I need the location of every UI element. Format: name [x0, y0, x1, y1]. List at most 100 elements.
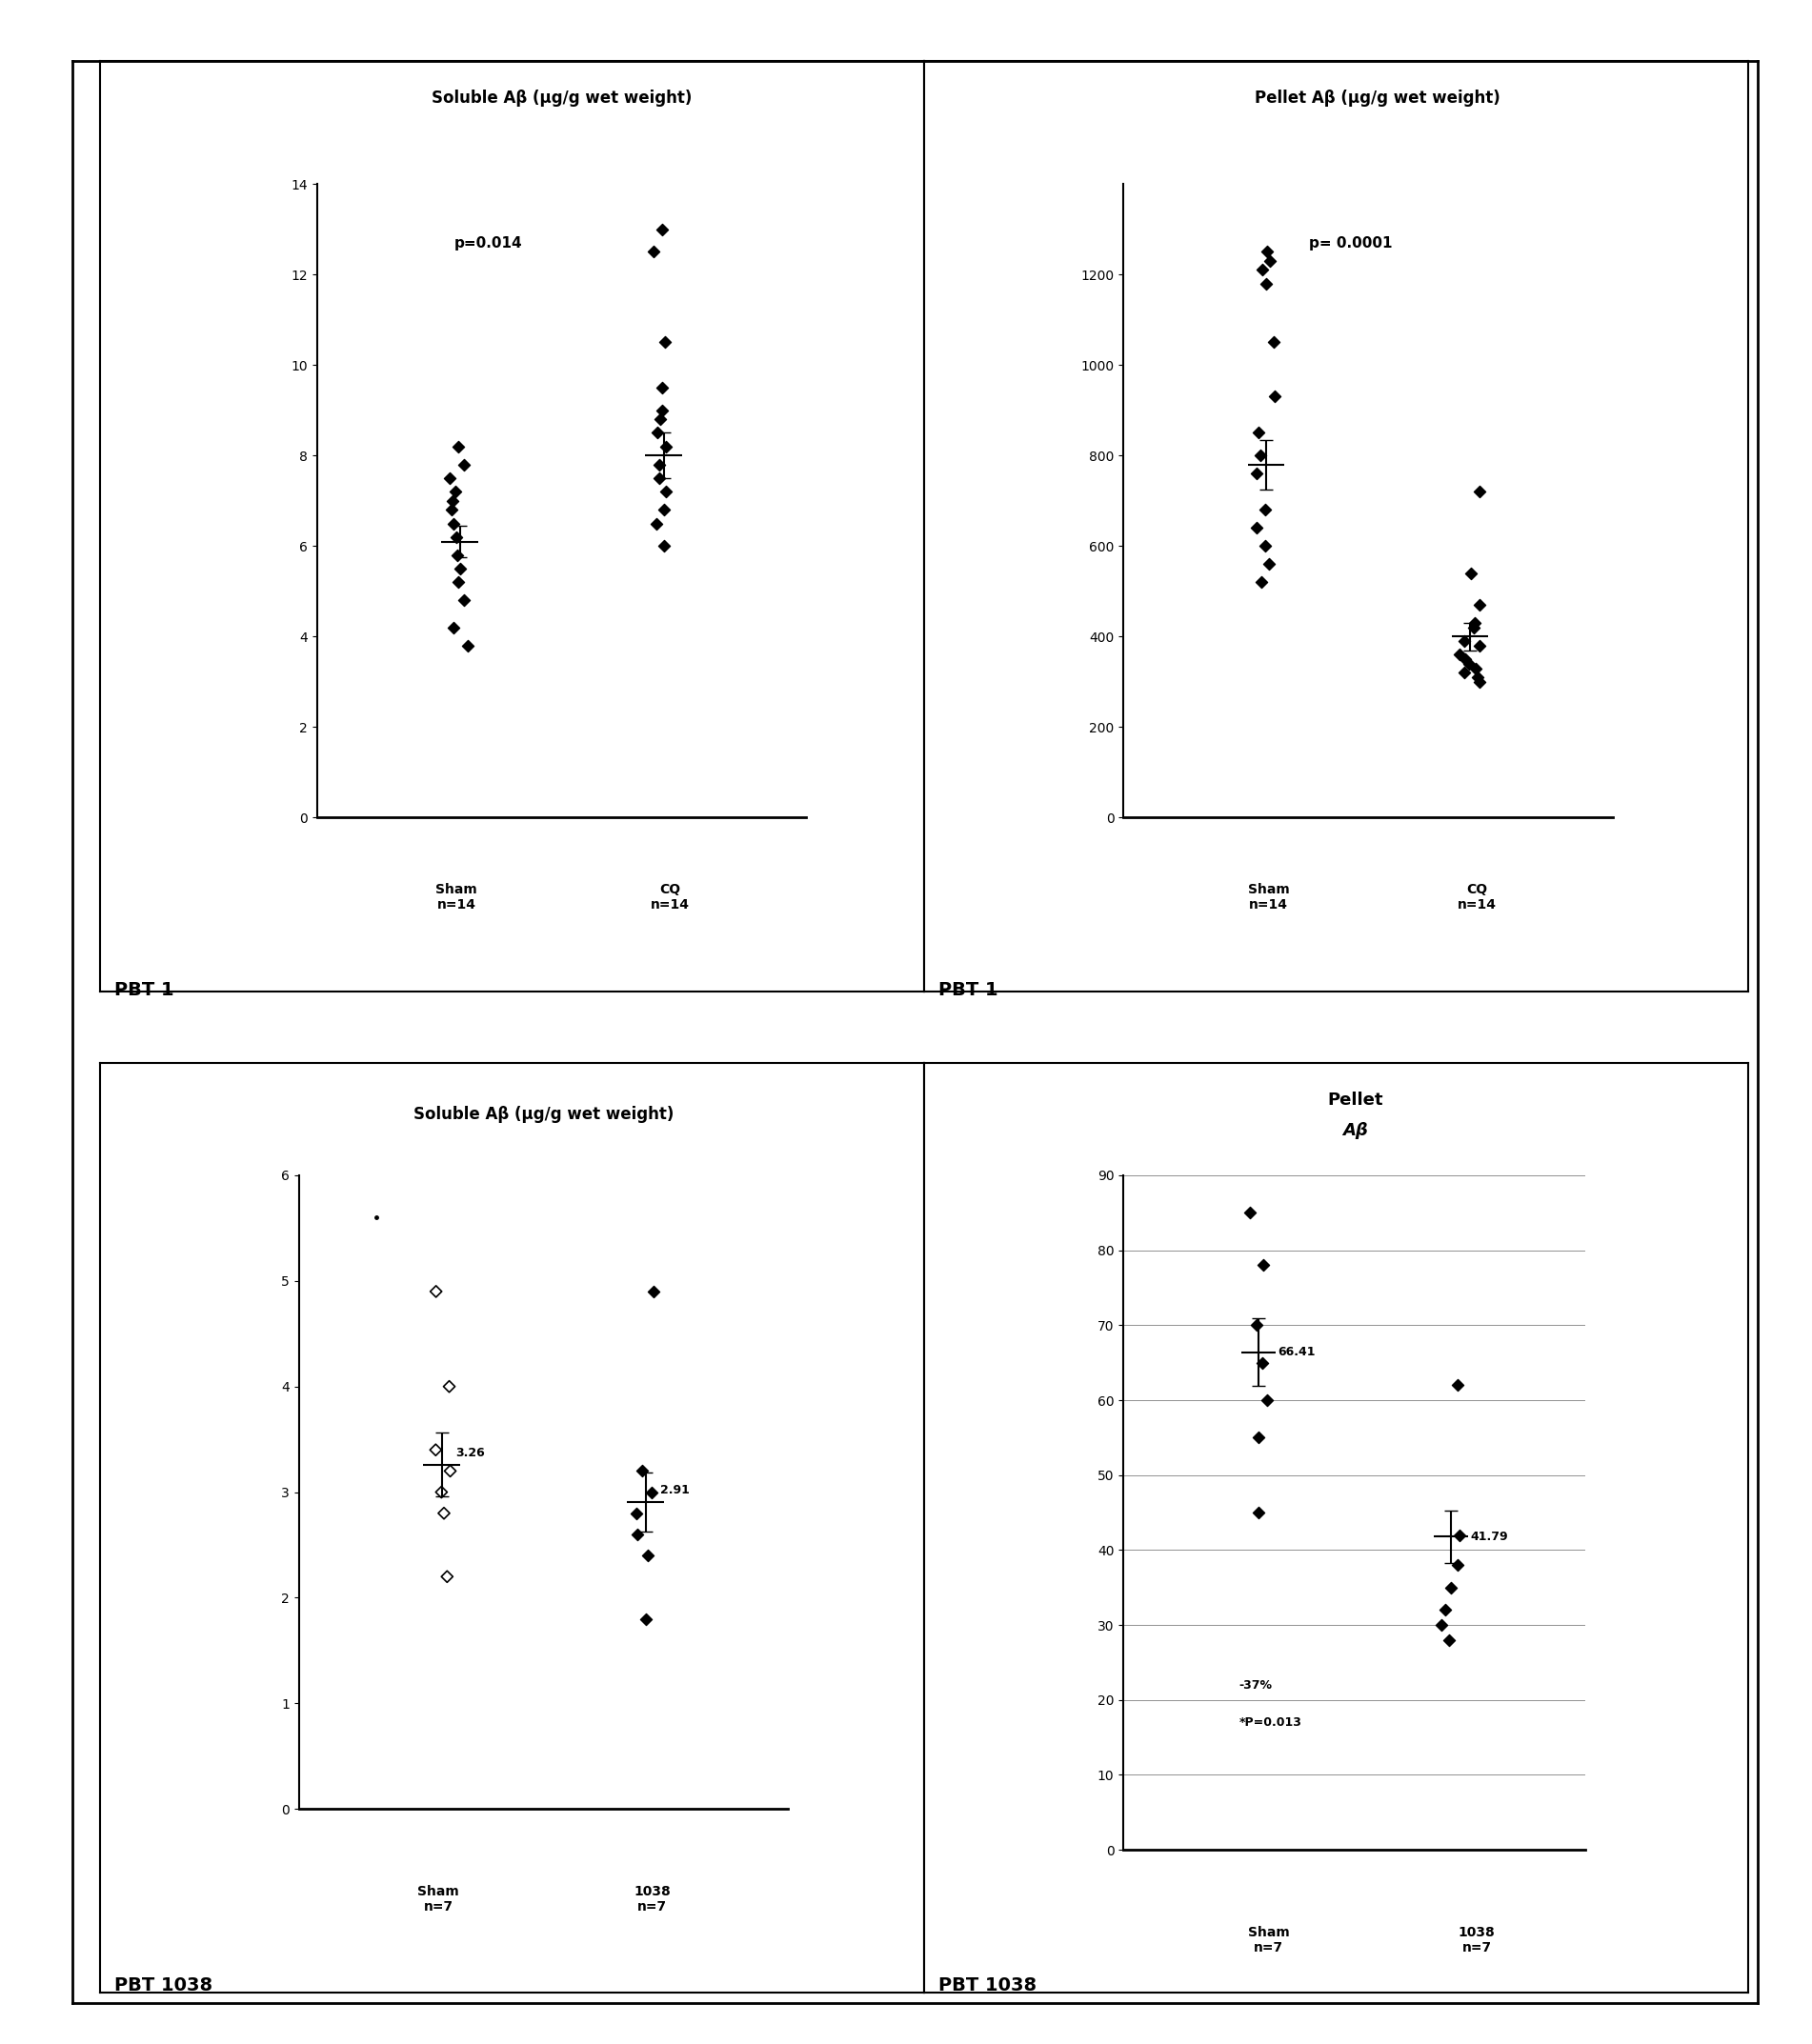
- Point: [638, 1476, 667, 1508]
- Point: [1459, 611, 1488, 644]
- Point: [1247, 566, 1276, 599]
- Point: [1466, 589, 1495, 621]
- Point: [429, 1496, 458, 1529]
- Point: [1248, 1347, 1277, 1380]
- Point: [645, 403, 674, 435]
- Point: [1259, 380, 1288, 413]
- Point: [1460, 652, 1489, 685]
- Text: PBT 1038: PBT 1038: [114, 1977, 212, 1995]
- Point: [1437, 1572, 1466, 1605]
- Text: PBT 1: PBT 1: [939, 981, 998, 1000]
- Point: [1462, 660, 1491, 693]
- Text: 3.26: 3.26: [457, 1447, 486, 1459]
- Point: [645, 462, 674, 495]
- Point: [649, 372, 678, 405]
- Text: Pellet Aβ (μg/g wet weight): Pellet Aβ (μg/g wet weight): [1254, 90, 1500, 106]
- Point: [1247, 253, 1276, 286]
- Point: [640, 1275, 669, 1308]
- Point: [1245, 1421, 1274, 1453]
- Point: [446, 552, 475, 585]
- Point: [420, 1433, 449, 1466]
- Point: [435, 1369, 464, 1402]
- Point: [1243, 1496, 1272, 1529]
- Point: [627, 1455, 656, 1488]
- Point: [1252, 1384, 1281, 1416]
- Point: [1256, 245, 1285, 278]
- Point: [1446, 1519, 1475, 1551]
- Text: Soluble Aβ (μg/g wet weight): Soluble Aβ (μg/g wet weight): [413, 1106, 674, 1122]
- Point: [428, 1476, 457, 1508]
- Point: [1450, 656, 1479, 689]
- Point: [444, 429, 473, 462]
- Text: 41.79: 41.79: [1470, 1531, 1508, 1543]
- Point: [444, 566, 473, 599]
- Point: [435, 462, 464, 495]
- Point: [641, 507, 670, 540]
- Text: Aβ: Aβ: [1343, 1122, 1368, 1139]
- Text: PBT 1: PBT 1: [114, 981, 174, 1000]
- Point: [1460, 607, 1489, 640]
- Text: CQ
n=14: CQ n=14: [1457, 883, 1497, 912]
- Point: [1450, 625, 1479, 658]
- Point: [435, 1455, 464, 1488]
- Point: [651, 327, 680, 360]
- Point: [1252, 268, 1281, 300]
- Point: [1236, 1196, 1265, 1228]
- Point: [439, 507, 467, 540]
- Point: [1450, 642, 1479, 675]
- Point: [362, 1202, 391, 1235]
- Text: Sham
n=14: Sham n=14: [435, 883, 478, 912]
- Point: [640, 235, 669, 268]
- Text: 1038
n=7: 1038 n=7: [1459, 1925, 1495, 1954]
- Point: [643, 417, 672, 450]
- Point: [1466, 476, 1495, 509]
- Text: Sham
n=7: Sham n=7: [417, 1885, 460, 1913]
- Text: -37%: -37%: [1239, 1678, 1272, 1690]
- Text: PBT 1038: PBT 1038: [939, 1977, 1036, 1995]
- Point: [645, 448, 674, 480]
- Point: [1466, 630, 1495, 662]
- Text: 66.41: 66.41: [1277, 1345, 1316, 1359]
- Point: [1435, 1623, 1464, 1656]
- Point: [442, 476, 471, 509]
- Point: [433, 1560, 462, 1592]
- Text: p= 0.0001: p= 0.0001: [1310, 235, 1393, 249]
- Point: [1252, 235, 1281, 268]
- Text: Sham
n=14: Sham n=14: [1247, 883, 1290, 912]
- Point: [1259, 327, 1288, 360]
- Point: [1457, 556, 1486, 589]
- Text: p=0.014: p=0.014: [455, 235, 522, 249]
- Text: Soluble Aβ (μg/g wet weight): Soluble Aβ (μg/g wet weight): [431, 90, 692, 106]
- Point: [1243, 1308, 1272, 1341]
- Point: [1455, 648, 1484, 681]
- Point: [1248, 1249, 1277, 1282]
- Point: [1444, 1369, 1473, 1402]
- Point: [449, 585, 478, 617]
- Text: CQ
n=14: CQ n=14: [651, 883, 690, 912]
- Point: [453, 630, 482, 662]
- Point: [649, 529, 678, 562]
- Point: [1245, 417, 1274, 450]
- Point: [1254, 548, 1283, 580]
- Text: 2.91: 2.91: [660, 1484, 689, 1496]
- Point: [1446, 638, 1475, 670]
- Point: [623, 1519, 652, 1551]
- Point: [1426, 1609, 1455, 1641]
- Text: 1038
n=7: 1038 n=7: [634, 1885, 670, 1913]
- Text: Pellet: Pellet: [1328, 1091, 1383, 1108]
- Point: [622, 1496, 651, 1529]
- Point: [442, 521, 471, 554]
- Point: [632, 1602, 661, 1635]
- Point: [422, 1275, 451, 1308]
- Point: [1250, 529, 1279, 562]
- Point: [1431, 1594, 1460, 1627]
- Point: [652, 476, 681, 509]
- Text: *P=0.013: *P=0.013: [1239, 1717, 1301, 1729]
- Text: Sham
n=7: Sham n=7: [1247, 1925, 1290, 1954]
- Point: [1444, 1549, 1473, 1582]
- Point: [1466, 666, 1495, 699]
- Point: [1241, 511, 1270, 544]
- Point: [1243, 458, 1272, 491]
- Point: [1250, 493, 1279, 525]
- Point: [649, 213, 678, 245]
